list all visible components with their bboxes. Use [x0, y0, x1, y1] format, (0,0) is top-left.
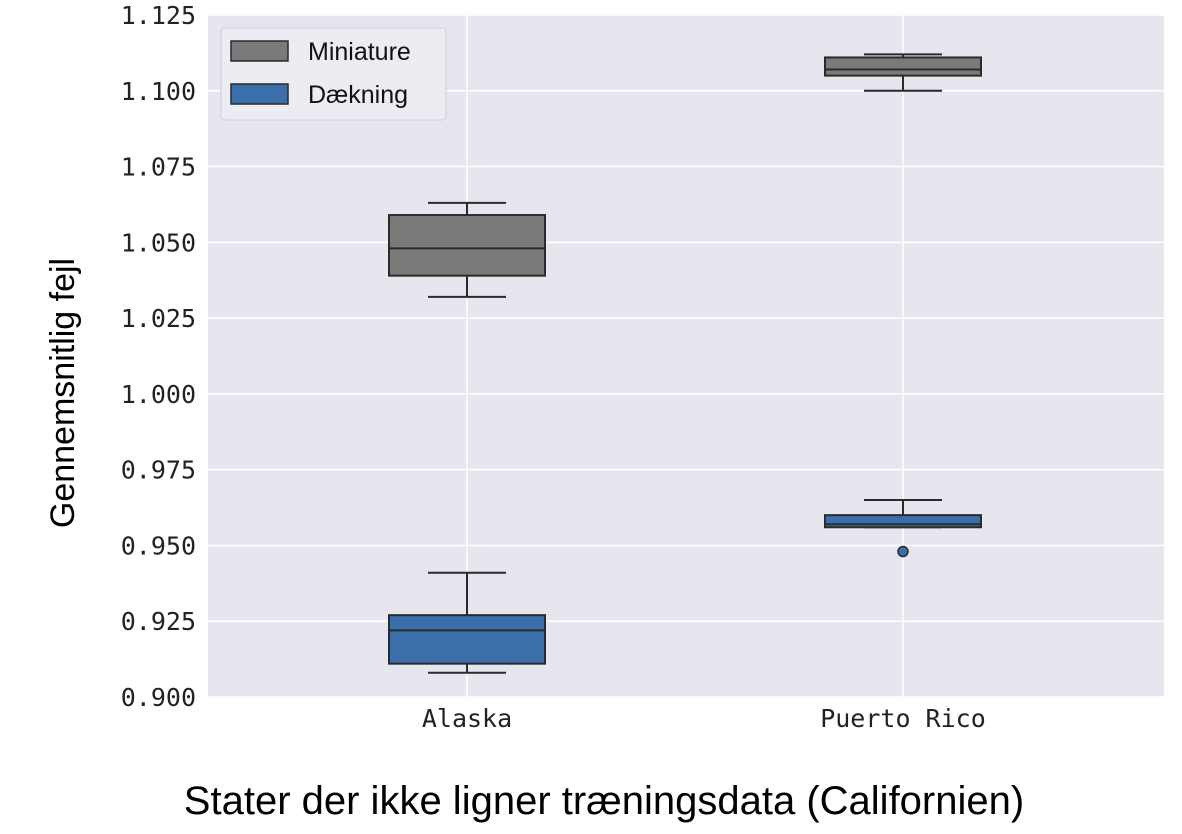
y-tick-label: 0.925 [121, 607, 196, 636]
outlier-point [897, 545, 909, 558]
y-tick-label: 0.950 [121, 531, 196, 560]
box-iqr [388, 214, 546, 277]
legend-swatch-miniature [230, 40, 289, 62]
y-tick-label: 1.100 [121, 77, 196, 106]
box-iqr [824, 56, 982, 77]
x-tick-label: Puerto Rico [820, 704, 986, 733]
box-iqr [388, 614, 546, 665]
x-tick-labels: Alaska Puerto Rico [422, 704, 986, 733]
y-tick-label: 0.975 [121, 456, 196, 485]
legend: Miniature Dækning [220, 27, 447, 121]
x-axis-title: Stater der ikke ligner træningsdata (Cal… [184, 779, 1024, 823]
y-tick-label: 1.000 [121, 380, 196, 409]
y-tick-label: 1.125 [121, 1, 196, 30]
y-tick-label: 1.075 [121, 153, 196, 182]
legend-label-daekning: Dækning [308, 81, 408, 109]
box-iqr [824, 514, 982, 529]
box-series [388, 53, 982, 674]
y-tick-labels: 0.900 0.925 0.950 0.975 1.000 1.025 1.050 1.075… [121, 1, 196, 712]
x-tick-label: Alaska [422, 704, 512, 733]
y-axis-title: Gennemsnitlig fejl [44, 258, 82, 528]
y-tick-label: 0.900 [121, 683, 196, 712]
y-tick-label: 1.050 [121, 228, 196, 257]
plot-area [208, 15, 1164, 697]
legend-label-miniature: Miniature [308, 38, 411, 66]
legend-swatch-daekning [230, 83, 289, 105]
y-tick-label: 1.025 [121, 304, 196, 333]
